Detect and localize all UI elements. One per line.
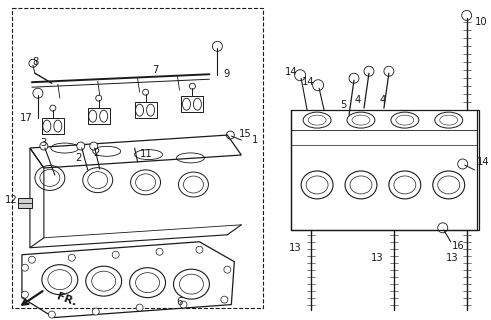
Text: 10: 10 — [475, 17, 487, 28]
Text: FR.: FR. — [55, 292, 78, 308]
Text: 9: 9 — [223, 69, 230, 79]
Text: 14: 14 — [477, 157, 489, 167]
Circle shape — [156, 248, 163, 255]
Text: 15: 15 — [239, 129, 252, 139]
Text: 13: 13 — [371, 253, 384, 263]
Text: 2: 2 — [76, 153, 82, 163]
Text: 4: 4 — [380, 95, 386, 105]
Circle shape — [364, 66, 374, 76]
Circle shape — [92, 308, 99, 315]
Circle shape — [29, 59, 37, 67]
Text: 3: 3 — [41, 138, 47, 148]
Text: 13: 13 — [289, 243, 301, 253]
Text: 12: 12 — [5, 195, 18, 205]
Circle shape — [77, 142, 85, 150]
Circle shape — [22, 291, 28, 298]
Circle shape — [224, 266, 231, 273]
Circle shape — [22, 264, 28, 271]
Circle shape — [313, 80, 324, 91]
Circle shape — [112, 251, 119, 258]
Circle shape — [190, 83, 195, 89]
Circle shape — [96, 95, 102, 101]
Circle shape — [28, 256, 35, 263]
Bar — [182, 96, 203, 112]
Circle shape — [221, 296, 228, 303]
Circle shape — [295, 70, 305, 81]
Circle shape — [48, 311, 55, 318]
Text: 6: 6 — [176, 297, 183, 307]
Text: 8: 8 — [32, 57, 39, 67]
Text: 14: 14 — [301, 77, 314, 87]
Text: 7: 7 — [152, 65, 159, 75]
Circle shape — [196, 246, 203, 253]
Bar — [88, 108, 109, 124]
Bar — [12, 8, 263, 308]
Text: 11: 11 — [139, 149, 152, 159]
Circle shape — [349, 73, 359, 83]
Text: 5: 5 — [341, 100, 347, 110]
Circle shape — [40, 142, 48, 150]
Circle shape — [226, 131, 234, 139]
Text: 13: 13 — [446, 253, 459, 263]
Bar — [291, 110, 479, 230]
Circle shape — [136, 304, 143, 311]
Circle shape — [50, 105, 56, 111]
Text: 14: 14 — [284, 67, 297, 77]
Circle shape — [90, 142, 98, 150]
Text: 1: 1 — [252, 135, 259, 145]
Text: 16: 16 — [452, 241, 464, 251]
Text: 4: 4 — [355, 95, 361, 105]
Circle shape — [180, 301, 187, 308]
Text: 2: 2 — [93, 148, 100, 158]
Circle shape — [33, 88, 43, 98]
Bar — [18, 198, 32, 208]
Circle shape — [458, 159, 467, 169]
Text: 17: 17 — [20, 113, 33, 123]
Bar — [42, 118, 64, 134]
Circle shape — [142, 89, 149, 95]
Circle shape — [68, 254, 75, 261]
Circle shape — [213, 41, 222, 51]
Bar — [135, 102, 157, 118]
Circle shape — [438, 223, 448, 233]
Circle shape — [462, 11, 472, 20]
Circle shape — [384, 66, 394, 76]
